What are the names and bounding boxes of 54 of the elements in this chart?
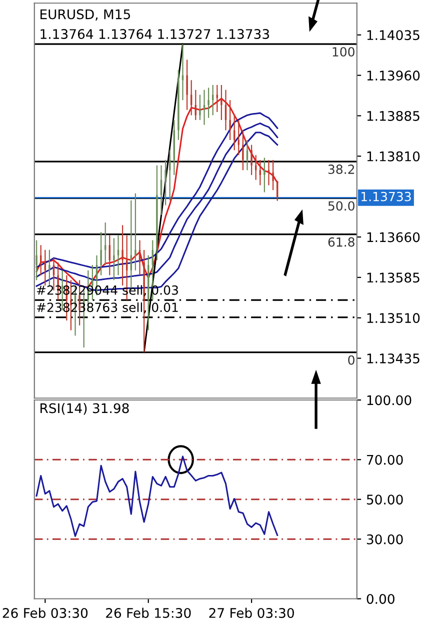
candlestick — [220, 84, 222, 121]
x-tick-label: 27 Feb 03:30 — [209, 608, 294, 618]
y-tick-label: 1.14035 — [367, 30, 420, 40]
y-tick-label: 30.00 — [366, 534, 403, 544]
candlestick — [229, 100, 231, 141]
candlestick — [113, 238, 115, 281]
annotation: 0 — [348, 355, 354, 365]
y-tick-label: 100.00 — [367, 395, 412, 406]
candlestick — [134, 192, 136, 271]
text: 1.13764 1.13764 1.13727 1.13733 — [40, 29, 270, 40]
y-tick-label: 1.13585 — [367, 272, 420, 283]
candlestick — [268, 159, 270, 186]
annotation: 100 — [332, 47, 354, 57]
annotation: 38.2 — [328, 164, 354, 174]
annotation: 61.8 — [328, 237, 354, 247]
candlestick — [190, 80, 192, 116]
candlestick — [259, 159, 262, 186]
candlestick — [186, 59, 188, 110]
chart-title: RSI(14) 31.98 — [40, 402, 129, 415]
candlestick — [48, 249, 50, 286]
candlestick — [208, 87, 210, 118]
line-series — [36, 456, 278, 537]
candlestick — [78, 280, 80, 326]
x-tick-label: 26 Feb 03:30 — [2, 608, 88, 618]
y-tick-label: 1.13510 — [367, 313, 420, 324]
ref-line-label: 1.13733 — [362, 192, 411, 202]
chart-title: EURUSD, M15 — [40, 9, 130, 21]
y-tick-label: 1.13885 — [367, 110, 420, 121]
y-tick-label: 1.13960 — [367, 70, 420, 81]
candlestick — [70, 280, 72, 331]
candlestick — [216, 84, 218, 113]
y-tick-label: 1.13435 — [367, 353, 420, 364]
candlestick — [100, 232, 102, 276]
candlestick — [246, 139, 248, 171]
candlestick — [199, 94, 201, 121]
x-tick-label: 26 Feb 15:30 — [106, 608, 191, 618]
candlestick — [92, 264, 94, 301]
candlestick — [242, 130, 244, 171]
annotation: 50.0 — [328, 201, 354, 211]
candlestick — [36, 240, 38, 281]
y-tick-label: 1.13810 — [367, 151, 420, 162]
candlestick — [164, 159, 166, 206]
candlestick — [238, 120, 240, 156]
y-tick-label: 50.00 — [366, 494, 403, 505]
candlestick — [264, 157, 266, 193]
y-tick-label: 70.00 — [367, 454, 403, 465]
candlestick — [203, 89, 206, 126]
y-tick-label: 1.13660 — [367, 232, 420, 242]
candlestick — [250, 144, 252, 176]
candlestick — [122, 224, 124, 286]
y-tick-label: 0.00 — [366, 594, 394, 604]
candlestick — [57, 262, 59, 301]
candlestick — [104, 222, 106, 266]
candlestick — [272, 159, 274, 191]
